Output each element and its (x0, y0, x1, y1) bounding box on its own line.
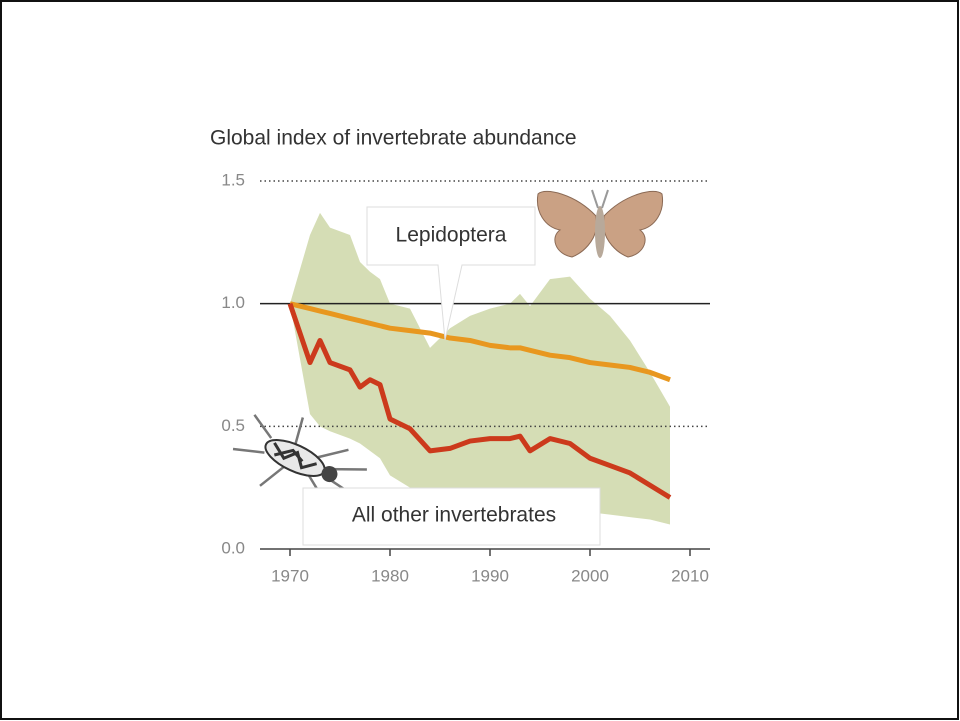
x-tick-label: 1980 (371, 566, 409, 585)
chart: Global index of invertebrate abundance 0… (0, 0, 960, 721)
y-tick-label: 1.5 (221, 170, 245, 189)
x-tick-label: 2010 (671, 566, 709, 585)
x-tick-label: 1990 (471, 566, 509, 585)
series-label: All other invertebrates (352, 504, 556, 527)
y-tick-label: 1.0 (221, 293, 245, 312)
x-tick-label: 2000 (571, 566, 609, 585)
y-tick-label: 0.0 (221, 538, 245, 557)
series-label: Lepidoptera (396, 224, 507, 247)
x-tick-label: 1970 (271, 566, 309, 585)
y-tick-label: 0.5 (221, 416, 245, 435)
chart-title: Global index of invertebrate abundance (210, 127, 577, 150)
